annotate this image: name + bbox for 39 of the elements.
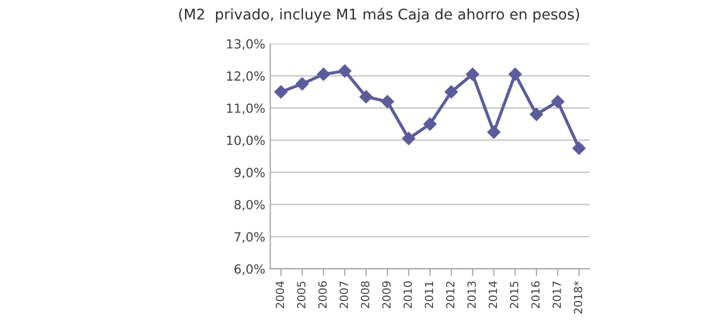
point [274, 85, 288, 99]
x-tick-label: 2006 [318, 281, 327, 308]
x-tick-label: 2018* [574, 280, 582, 314]
y-tick-label: 13,0% [227, 39, 265, 50]
point [487, 126, 500, 139]
point [316, 68, 330, 81]
point [530, 108, 544, 122]
point [380, 94, 394, 108]
point [296, 77, 309, 90]
point [508, 68, 522, 81]
point [360, 90, 373, 104]
x-tick-label: 2004 [276, 281, 284, 308]
x-tick-label: 2017 [552, 282, 561, 308]
point [466, 68, 480, 81]
y-tick-label: 12,0% [227, 71, 265, 82]
y-tick-label: 6,0% [234, 264, 265, 275]
y-tick-label: 11,0% [227, 103, 265, 114]
y-tick-label: 10,0% [227, 136, 265, 146]
x-tick-label: 2013 [467, 281, 476, 308]
point [402, 132, 416, 146]
x-tick-label: 2010 [404, 281, 412, 308]
point [572, 142, 586, 155]
point [444, 85, 458, 99]
x-tick-label: 2008 [360, 281, 370, 308]
point [551, 94, 564, 108]
y-tick-label: 8,0% [234, 200, 265, 211]
point [338, 64, 352, 78]
x-tick-label: 2016 [531, 281, 540, 308]
x-tick-label: 2012 [446, 282, 454, 308]
y-tick-label: 9,0% [234, 168, 265, 179]
y-tick-label: 7,0% [234, 232, 265, 243]
x-tick-label: 2014 [488, 281, 498, 308]
x-tick-label: 2005 [297, 282, 306, 308]
point [423, 117, 437, 131]
x-tick-label: 2007 [340, 282, 348, 308]
x-tick-label: 2015 [510, 282, 518, 308]
x-tick-label: 2011 [424, 282, 434, 308]
x-tick-label: 2009 [382, 281, 391, 308]
chart-subtitle: (M2 privado, incluye M1 más Caja de ahorro en pesos) [179, 8, 580, 22]
